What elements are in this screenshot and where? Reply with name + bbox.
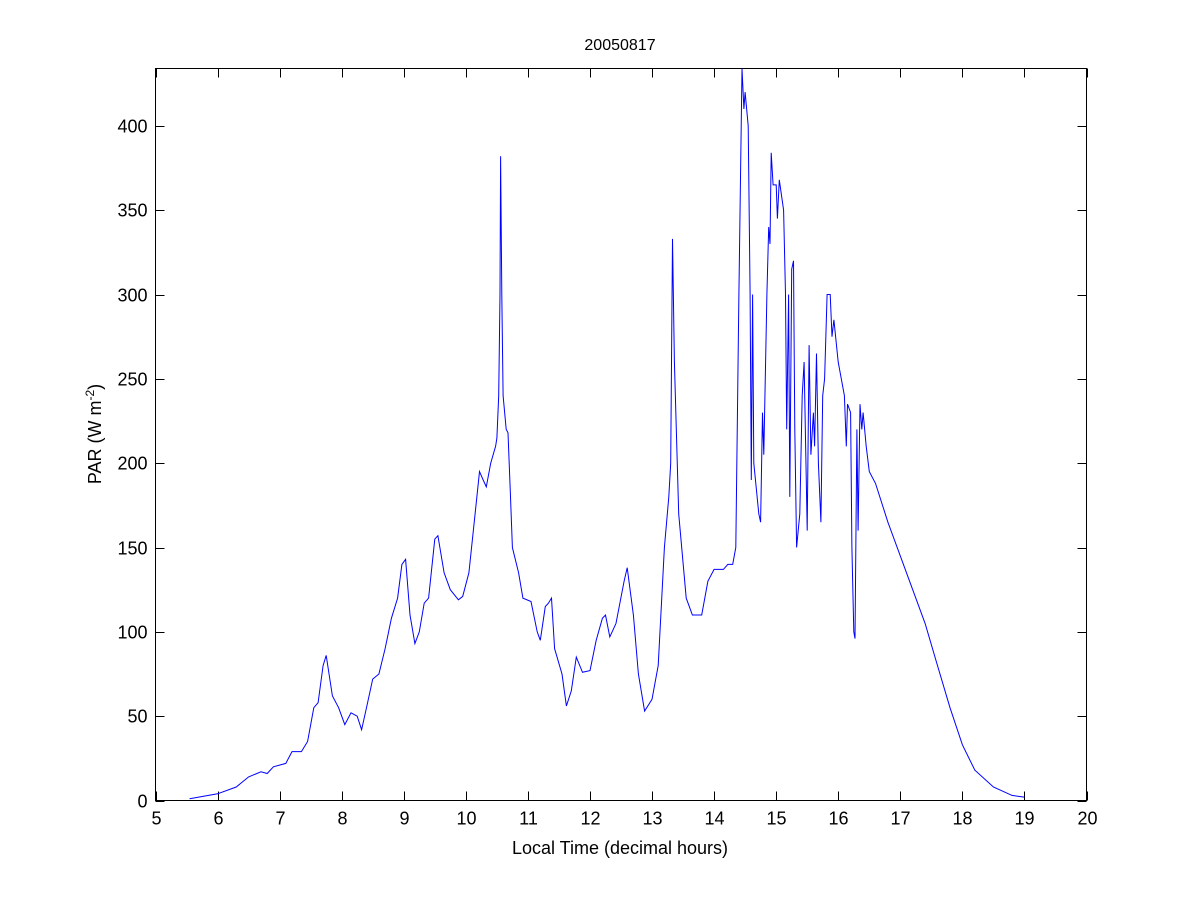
chart-title: 20050817 [584, 37, 655, 54]
x-tick-label: 15 [766, 809, 786, 829]
y-tick-label: 100 [117, 623, 147, 643]
x-tick-label: 8 [337, 809, 347, 829]
y-tick-label: 250 [117, 370, 147, 390]
x-tick-label: 13 [642, 809, 662, 829]
y-tick-label: 0 [137, 792, 147, 812]
plot-area [155, 68, 1087, 801]
y-axis-label-close: ) [85, 384, 105, 390]
y-axis-label-main: PAR (W m [85, 401, 105, 485]
x-tick-label: 6 [213, 809, 223, 829]
x-tick-label: 10 [456, 809, 476, 829]
y-axis-label-sup: -2 [83, 390, 97, 401]
x-tick-label: 7 [275, 809, 285, 829]
x-tick-label: 12 [580, 809, 600, 829]
x-tick-label: 17 [890, 809, 910, 829]
y-axis-label: PAR (W m-2) [83, 384, 105, 484]
x-tick-label: 16 [828, 809, 848, 829]
x-tick-label: 20 [1077, 809, 1097, 829]
axis-ticks: 5 6 7 8 9 10 11 12 13 14 15 16 17 18 19 200501001502002… [117, 68, 1098, 829]
x-tick-label: 19 [1014, 809, 1034, 829]
x-tick-label: 5 [151, 809, 161, 829]
y-tick-label: 350 [117, 201, 147, 221]
y-tick-label: 400 [117, 117, 147, 137]
y-tick-label: 150 [117, 539, 147, 559]
x-tick-label: 18 [952, 809, 972, 829]
series-line [189, 68, 1025, 800]
x-tick-label: 14 [704, 809, 724, 829]
x-tick-label: 9 [399, 809, 409, 829]
y-tick-label: 50 [127, 707, 147, 727]
x-tick-label: 11 [519, 809, 538, 829]
y-tick-label: 200 [117, 454, 147, 474]
x-axis-label: Local Time (decimal hours) [512, 838, 728, 858]
y-tick-label: 300 [117, 286, 147, 306]
